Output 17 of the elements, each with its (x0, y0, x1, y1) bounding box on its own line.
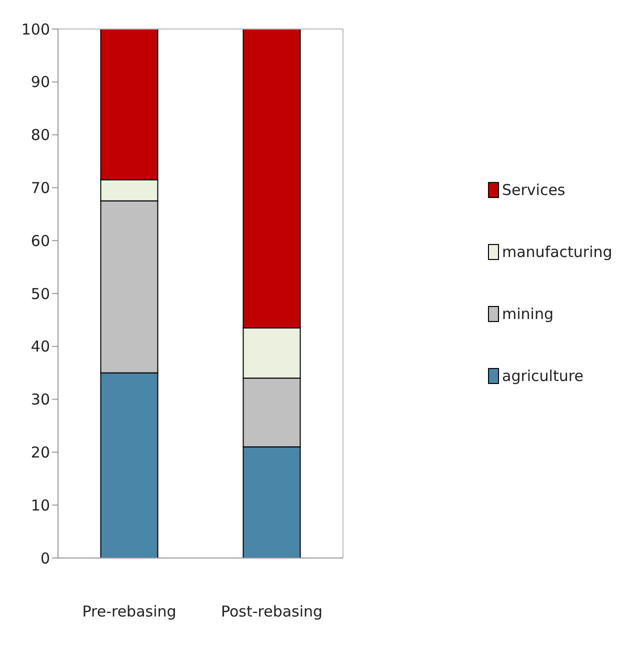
y-tick-label: 90 (30, 73, 50, 92)
y-tick-label: 70 (30, 179, 50, 198)
y-tick-label: 30 (30, 390, 50, 409)
y-tick-label: 60 (30, 232, 50, 250)
legend-label: mining (502, 305, 554, 323)
y-tick-label: 0 (40, 549, 50, 568)
y-tick-label: 20 (30, 444, 50, 462)
y-tick-label: 40 (30, 338, 50, 356)
x-tick-label: Post-rebasing (220, 602, 323, 621)
legend-label: Services (502, 181, 566, 199)
legend-label: manufacturing (502, 243, 612, 261)
y-tick-label: 100 (21, 20, 50, 38)
y-tick-label: 80 (30, 126, 50, 144)
legend-label: agriculture (502, 367, 584, 385)
y-tick-label: 10 (30, 496, 50, 514)
y-tick-label: 50 (30, 284, 50, 303)
x-tick-label: Pre-rebasing (82, 602, 176, 621)
